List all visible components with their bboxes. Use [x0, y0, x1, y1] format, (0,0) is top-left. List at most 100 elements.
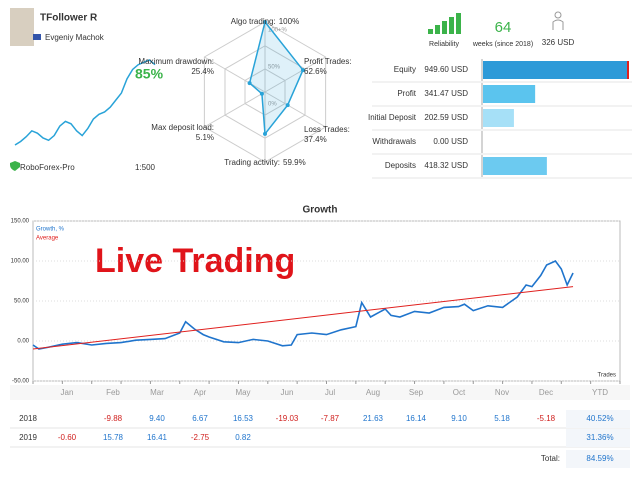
- radar-spoke: [204, 91, 266, 128]
- month-header: Jan: [61, 388, 74, 397]
- balance-label: Equity: [394, 65, 416, 74]
- month-header: Sep: [409, 388, 424, 397]
- balance-bar: [483, 61, 628, 79]
- radar-ring-label: 100+%: [268, 28, 288, 34]
- leverage: 1:500: [135, 163, 156, 172]
- radar-ring-label: 0%: [268, 102, 277, 108]
- month-value: -2.75: [191, 433, 210, 442]
- balance-value: 0.00 USD: [433, 137, 468, 146]
- balance-value: 418.32 USD: [424, 161, 468, 170]
- month-value: 6.67: [192, 414, 208, 423]
- month-value: -0.60: [58, 433, 77, 442]
- broker: RoboForex-Pro: [20, 163, 75, 172]
- name: TFollower R: [40, 13, 98, 24]
- balance-bar: [483, 85, 536, 103]
- shield-icon: [10, 161, 20, 171]
- radar-value: 37.4%: [304, 135, 327, 144]
- month-value: -9.88: [104, 414, 123, 423]
- month-value: 31.36%: [586, 433, 613, 442]
- avatar: [10, 8, 34, 46]
- month-value: -19.03: [276, 414, 299, 423]
- series-line: [32, 286, 574, 350]
- radar-value: 5.1%: [196, 133, 214, 142]
- month-header: Feb: [106, 388, 120, 397]
- x-axis-label: Trades: [598, 373, 616, 379]
- reliability-icon: [428, 13, 461, 34]
- radar-label: Max deposit load: 5.1%: [151, 123, 214, 142]
- month-value: -5.18: [537, 414, 556, 423]
- radar-label: Loss Trades: 37.4%: [304, 125, 350, 144]
- radar-point: [285, 103, 290, 108]
- balance-value: 202.59 USD: [424, 113, 468, 122]
- month-value: 16.14: [406, 414, 427, 423]
- people-icon: [552, 11, 564, 30]
- month-value: 16.53: [233, 414, 254, 423]
- radar-value: 59.9%: [283, 158, 306, 167]
- radar-label: Maximum drawdown: 25.4%: [138, 57, 214, 76]
- balance-value: 341.47 USD: [424, 89, 468, 98]
- radar-value: 62.6%: [304, 67, 327, 76]
- series-line: [32, 260, 574, 350]
- month-value: 15.78: [103, 433, 124, 442]
- balance-bar: [483, 157, 547, 175]
- y-tick-label: 0.00: [17, 339, 29, 345]
- month-value: 40.52%: [586, 414, 613, 423]
- radar-value: 25.4%: [191, 67, 214, 76]
- radar-value: 100%: [279, 17, 299, 26]
- month-value: 9.10: [451, 414, 467, 423]
- balance-label: Deposits: [385, 161, 416, 170]
- month-header: YTD: [592, 388, 608, 397]
- month-header: Apr: [194, 388, 207, 397]
- year: 2019: [19, 433, 37, 442]
- weeks-label: weeks (since 2018): [472, 41, 533, 48]
- gain: 85%: [135, 66, 164, 82]
- month-header: Aug: [366, 388, 380, 397]
- y-tick-label: 100.00: [11, 259, 30, 265]
- month-header: Nov: [495, 388, 509, 397]
- month-header: Mar: [150, 388, 164, 397]
- balance-value: 949.60 USD: [424, 65, 468, 74]
- y-tick-label: 150.00: [11, 219, 30, 225]
- total-label: Total:: [541, 454, 560, 463]
- flag: [33, 34, 41, 40]
- radar-label: Profit Trades: 62.6%: [304, 57, 352, 76]
- equity-marker: [627, 61, 629, 79]
- radar-point: [263, 131, 267, 136]
- author: Evgeniy Machok: [45, 33, 105, 42]
- radar-point: [259, 91, 264, 96]
- weeks: 64: [495, 19, 512, 36]
- total-value: 84.59%: [586, 454, 613, 463]
- reliability-label: Reliability: [429, 41, 459, 48]
- month-value: 5.18: [494, 414, 510, 423]
- ytd-bg: [566, 410, 630, 428]
- year: 2018: [19, 414, 37, 423]
- radar-label: Trading activity: 59.9%: [224, 158, 305, 167]
- month-header: Oct: [453, 388, 466, 397]
- radar-spoke: [204, 56, 266, 93]
- radar-axis-name: Loss Trades:: [304, 125, 350, 134]
- radar-label: Algo trading: 100%: [231, 17, 299, 26]
- month-header: Dec: [539, 388, 553, 397]
- radar-axis-name: Profit Trades:: [304, 57, 352, 66]
- radar-spoke: [264, 56, 326, 93]
- balance-bar: [483, 109, 514, 127]
- legend-entry: Average: [36, 236, 59, 242]
- radar-axis-name: Maximum drawdown:: [138, 57, 214, 66]
- balance-label: Profit: [397, 89, 416, 98]
- radar-axis-name: Algo trading:: [231, 17, 276, 26]
- month-value: 16.41: [147, 433, 168, 442]
- balance-label: Initial Deposit: [368, 113, 417, 122]
- month-value: -7.87: [321, 414, 340, 423]
- radar-point: [247, 81, 252, 86]
- month-header: Jul: [325, 388, 335, 397]
- total-bg: [566, 450, 630, 468]
- radar-axis-name: Trading activity:: [224, 158, 280, 167]
- y-tick-label: -50.00: [12, 379, 30, 385]
- price: 326 USD: [542, 38, 575, 47]
- radar-point: [300, 68, 305, 73]
- month-header: May: [235, 388, 250, 397]
- radar-axis-name: Max deposit load:: [151, 123, 214, 132]
- month-header: Jun: [281, 388, 294, 397]
- radar-spoke: [264, 91, 326, 128]
